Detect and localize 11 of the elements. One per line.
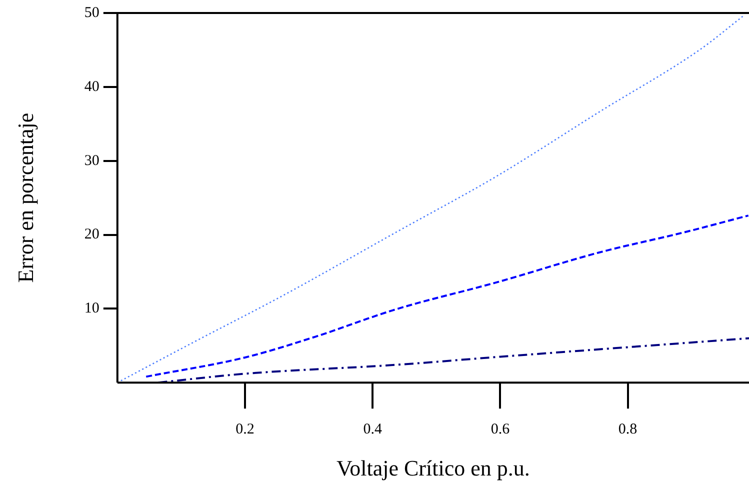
y-axis-title: Error en porcentaje bbox=[12, 112, 38, 283]
y-tick-label: 10 bbox=[84, 300, 100, 317]
x-tick-label: 0.2 bbox=[236, 422, 254, 438]
x-tick-label: 0.4 bbox=[363, 422, 382, 438]
y-tick-label: 20 bbox=[84, 226, 100, 243]
x-tick-label: 0.6 bbox=[490, 422, 510, 438]
y-tick-label: 30 bbox=[84, 152, 100, 169]
x-tick-label: 0.8 bbox=[618, 422, 638, 438]
y-tick-label: 40 bbox=[84, 78, 100, 95]
x-axis-title: Voltaje Crítico en p.u. bbox=[336, 456, 530, 481]
y-tick-label: 50 bbox=[84, 4, 100, 21]
